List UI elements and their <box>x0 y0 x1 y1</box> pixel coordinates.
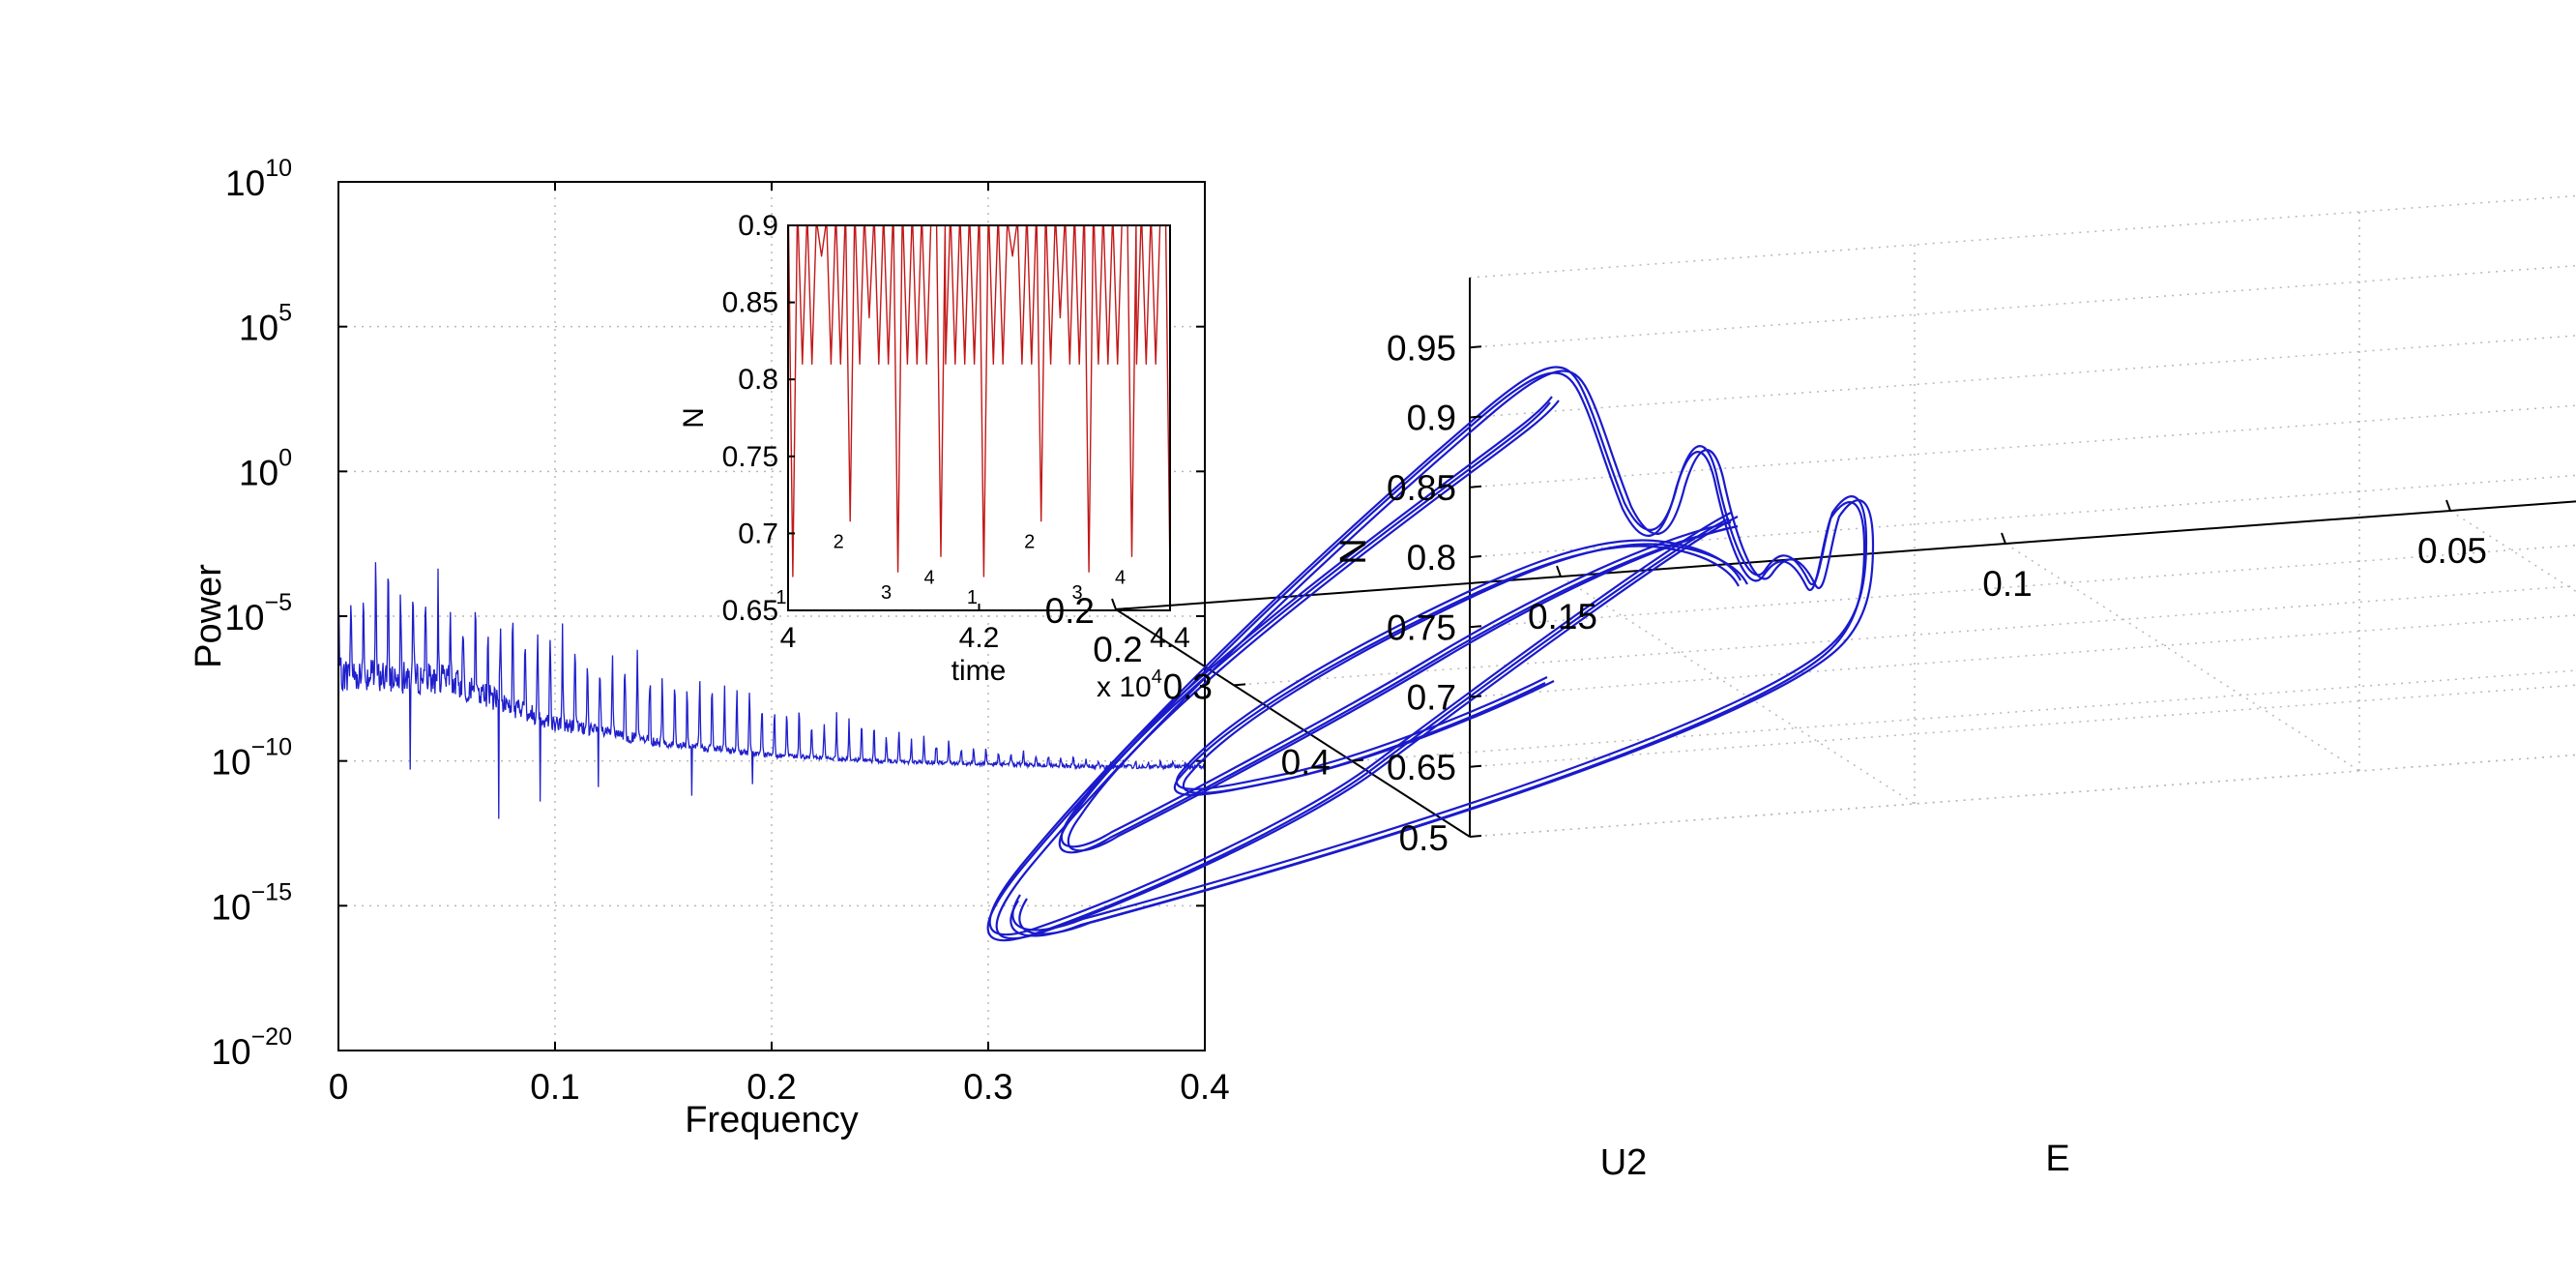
inset-y-tick-label: 0.9 <box>738 210 778 242</box>
e-tick <box>1111 598 1117 610</box>
spectrum-grid <box>338 182 1205 1051</box>
spectrum-ylabel: Power <box>189 564 229 668</box>
z-tick <box>1469 485 1482 488</box>
inset-cycle-label: 3 <box>1072 582 1083 604</box>
phase-portrait-zlabel: N <box>1333 538 1374 564</box>
inset-cycle-label: 1 <box>776 587 786 608</box>
inset-plot: 4 4.2 4.4 0.65 0.7 0.75 0.8 0.85 0.9 1 2 3 4 1 2 3 4 ti… <box>678 210 1190 703</box>
floor-gridline <box>2449 510 2576 593</box>
spectrum-y-tick-label: 10−20 <box>211 1023 292 1072</box>
phase-portrait-ticks: 0.65 0.7 0.75 0.8 0.85 0.9 0.95 0.2 0.3 0.4 0.5 0.2… <box>1045 328 2487 858</box>
z-tick-label: 0.75 <box>1387 607 1456 647</box>
z-tick <box>1469 625 1482 629</box>
z-tick-label: 0.8 <box>1407 538 1456 577</box>
u2-axis <box>1115 608 1471 838</box>
spectrum-line <box>337 562 1206 819</box>
floor-gridline <box>1560 576 1916 805</box>
inset-x-tick-label: 4.2 <box>959 622 1000 654</box>
inset-y-tick-label: 0.7 <box>738 518 778 549</box>
inset-xlabel: time <box>951 655 1007 687</box>
spectrum-y-tick-label: 100 <box>239 444 292 492</box>
spectrum-x-tick-label: 0.1 <box>530 1067 579 1107</box>
e-tick-label: 0.05 <box>2417 531 2487 571</box>
inset-y-tick-label: 0.8 <box>738 364 778 396</box>
spectrum-x-tick-label: 0.2 <box>746 1067 796 1107</box>
u2-tick-label: 0.2 <box>1045 591 1095 631</box>
inset-ylabel: N <box>678 407 710 429</box>
spectrum-plot: 0 0.1 0.2 0.3 0.4 1010 105 100 10−5 10−10 10−15 10−… <box>189 155 1230 1140</box>
inset-x-tick-label: 4.4 <box>1150 622 1190 654</box>
z-tick-label: 0.95 <box>1387 328 1456 368</box>
u2-tick <box>1469 835 1482 838</box>
u2-tick <box>1351 758 1364 762</box>
attractor-loop <box>1067 400 1739 852</box>
inset-ticks: 4 4.2 4.4 0.65 0.7 0.75 0.8 0.85 0.9 <box>722 210 1190 654</box>
attractor-loop <box>1060 396 1732 848</box>
z-tick <box>1469 764 1482 768</box>
inset-cycle-label: 1 <box>967 587 978 608</box>
inset-y-tick-label: 0.85 <box>722 287 778 319</box>
spectrum-series <box>337 562 1206 819</box>
u2-tick <box>1233 683 1246 687</box>
phase-portrait-plot: 0.65 0.7 0.75 0.8 0.85 0.9 0.95 0.2 0.3 0.4 0.5 0.2… <box>986 194 2576 1183</box>
spectrum-y-tick-label: 10−5 <box>224 589 292 637</box>
phase-portrait-xlabel: E <box>2045 1139 2069 1179</box>
attractor-loop <box>1176 539 1742 790</box>
spectrum-y-tick-label: 105 <box>239 300 292 348</box>
z-tick <box>1469 415 1482 419</box>
e-tick <box>2001 532 2006 545</box>
z-tick <box>1469 695 1482 698</box>
u2-tick <box>1115 607 1128 610</box>
e-tick-label: 0.1 <box>1982 564 2032 604</box>
spectrum-y-tick-label: 1010 <box>225 155 292 203</box>
z-tick <box>1469 555 1482 558</box>
z-tick-label: 0.85 <box>1387 468 1456 508</box>
e-tick-label: 0.15 <box>1528 597 1597 636</box>
attractor-loop <box>1183 543 1748 794</box>
spectrum-x-tick-label: 0 <box>329 1067 349 1107</box>
inset-cycle-label: 2 <box>1024 532 1035 553</box>
inset-x-multiplier: x 104 <box>1097 666 1162 703</box>
floor-gridline <box>2005 543 2360 772</box>
z-tick-label: 0.9 <box>1407 399 1456 438</box>
attractor-loop <box>1058 401 1730 854</box>
inset-cycle-labels: 1 2 3 4 1 2 3 4 <box>776 532 1126 608</box>
z-tick <box>1469 345 1482 349</box>
spectrum-x-tick-label: 0.4 <box>1180 1067 1229 1107</box>
inset-cycle-label: 4 <box>923 567 934 588</box>
e-tick-label: 0.2 <box>1093 630 1142 669</box>
inset-background <box>788 225 1170 610</box>
inset-y-tick-label: 0.75 <box>722 441 778 473</box>
spectrum-y-tick-label: 10−10 <box>211 734 292 783</box>
inset-cycle-label: 3 <box>881 582 892 604</box>
z-tick-label: 0.65 <box>1387 748 1456 787</box>
phase-portrait-series <box>986 366 1875 942</box>
spectrum-ticks: 0 0.1 0.2 0.3 0.4 1010 105 100 10−5 10−10 10−15 10−… <box>211 155 1229 1107</box>
phase-portrait-ylabel: U2 <box>1600 1142 1648 1183</box>
attractor-loop <box>986 371 1866 942</box>
spectrum-xlabel: Frequency <box>685 1100 859 1140</box>
spectrum-y-tick-label: 10−15 <box>211 878 292 927</box>
inset-cycle-label: 2 <box>834 532 844 553</box>
e-tick <box>2445 499 2451 512</box>
inset-cycle-label: 4 <box>1115 567 1126 588</box>
u2-tick-label: 0.5 <box>1399 818 1449 858</box>
u2-tick-label: 0.4 <box>1281 743 1331 783</box>
inset-x-tick-label: 4 <box>780 622 797 654</box>
u2-tick-label: 0.3 <box>1163 666 1213 706</box>
z-tick-label: 0.7 <box>1407 678 1456 718</box>
spectrum-x-tick-label: 0.3 <box>963 1067 1012 1107</box>
attractor-loop <box>995 370 1875 940</box>
inset-y-tick-label: 0.65 <box>722 595 778 627</box>
e-tick <box>1556 565 1562 577</box>
